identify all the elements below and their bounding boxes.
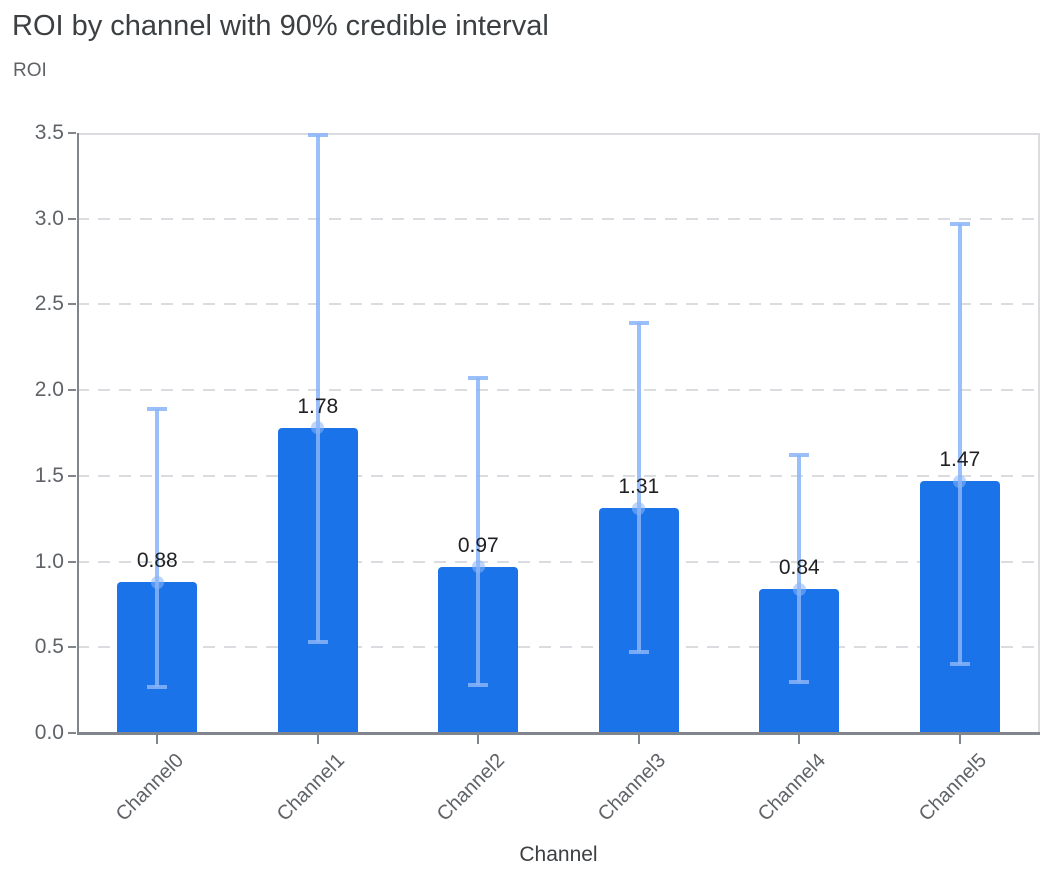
- bar-value-label: 0.88: [136, 549, 178, 573]
- error-bar-cap-bottom: [628, 650, 649, 655]
- x-axis-line: [77, 732, 1040, 735]
- gridline: [77, 646, 1040, 649]
- error-bar-line: [797, 455, 802, 682]
- bar-value-label: 1.47: [939, 448, 981, 471]
- x-tick-mark: [477, 735, 480, 744]
- y-tick-mark: [68, 560, 76, 563]
- error-bar-cap-bottom: [789, 679, 810, 684]
- x-tick-mark: [156, 735, 159, 744]
- error-bar-line: [155, 409, 160, 687]
- error-bar-cap-bottom: [468, 683, 489, 687]
- plot-top-border: [77, 133, 1040, 135]
- bar-value-label: 0.84: [778, 556, 820, 579]
- y-tick-label: 2.0: [34, 378, 64, 402]
- x-tick-mark: [798, 735, 801, 744]
- error-bar-cap-top: [628, 321, 649, 326]
- y-axis-line: [77, 133, 79, 733]
- y-tick-label: 0.0: [34, 721, 64, 744]
- error-bar-line: [636, 323, 641, 653]
- y-tick-mark: [68, 474, 76, 477]
- y-tick-label: 3.0: [34, 206, 64, 230]
- error-bar-cap-top: [949, 221, 970, 226]
- error-bar-cap-bottom: [307, 640, 328, 645]
- x-tick-mark: [316, 735, 319, 744]
- gridline: [77, 303, 1040, 306]
- y-tick-mark: [68, 389, 76, 392]
- y-tick-mark: [68, 732, 76, 734]
- y-tick-mark: [68, 303, 76, 306]
- error-bar-cap-top: [468, 376, 489, 381]
- y-axis-caption: ROI: [13, 60, 47, 81]
- x-tick-mark: [958, 735, 961, 744]
- gridline: [77, 217, 1040, 220]
- y-tick-label: 3.5: [34, 121, 64, 144]
- bar-value-label: 1.31: [618, 475, 660, 499]
- y-tick-mark: [68, 646, 76, 649]
- x-tick-mark: [637, 735, 640, 744]
- error-bar-cap-bottom: [949, 662, 970, 667]
- error-bar-line: [957, 223, 962, 665]
- error-bar-line: [315, 134, 320, 643]
- gridline: [77, 389, 1040, 392]
- y-tick-label: 1.0: [34, 549, 64, 573]
- x-axis-title: Channel: [519, 843, 598, 866]
- error-bar-cap-top: [147, 407, 168, 411]
- y-tick-mark: [68, 217, 76, 220]
- y-tick-label: 2.5: [34, 292, 64, 316]
- error-bar-cap-top: [307, 132, 328, 137]
- y-tick-label: 1.5: [34, 463, 64, 487]
- plot-area: 0.88 1.78 0.97 1.31 0.84 1.47: [68, 132, 1040, 744]
- error-bar-cap-bottom: [147, 684, 168, 689]
- plot-right-border: [1038, 133, 1040, 733]
- gridline: [77, 474, 1040, 477]
- bar-value-label: 1.78: [297, 394, 339, 418]
- y-tick-label: 0.5: [34, 635, 64, 659]
- gridline: [77, 560, 1040, 563]
- bar-value-label: 0.97: [457, 533, 499, 557]
- chart-title: ROI by channel with 90% credible interva…: [12, 10, 549, 42]
- error-bar-line: [476, 378, 481, 685]
- y-tick-mark: [68, 132, 76, 134]
- error-bar-cap-top: [789, 453, 810, 458]
